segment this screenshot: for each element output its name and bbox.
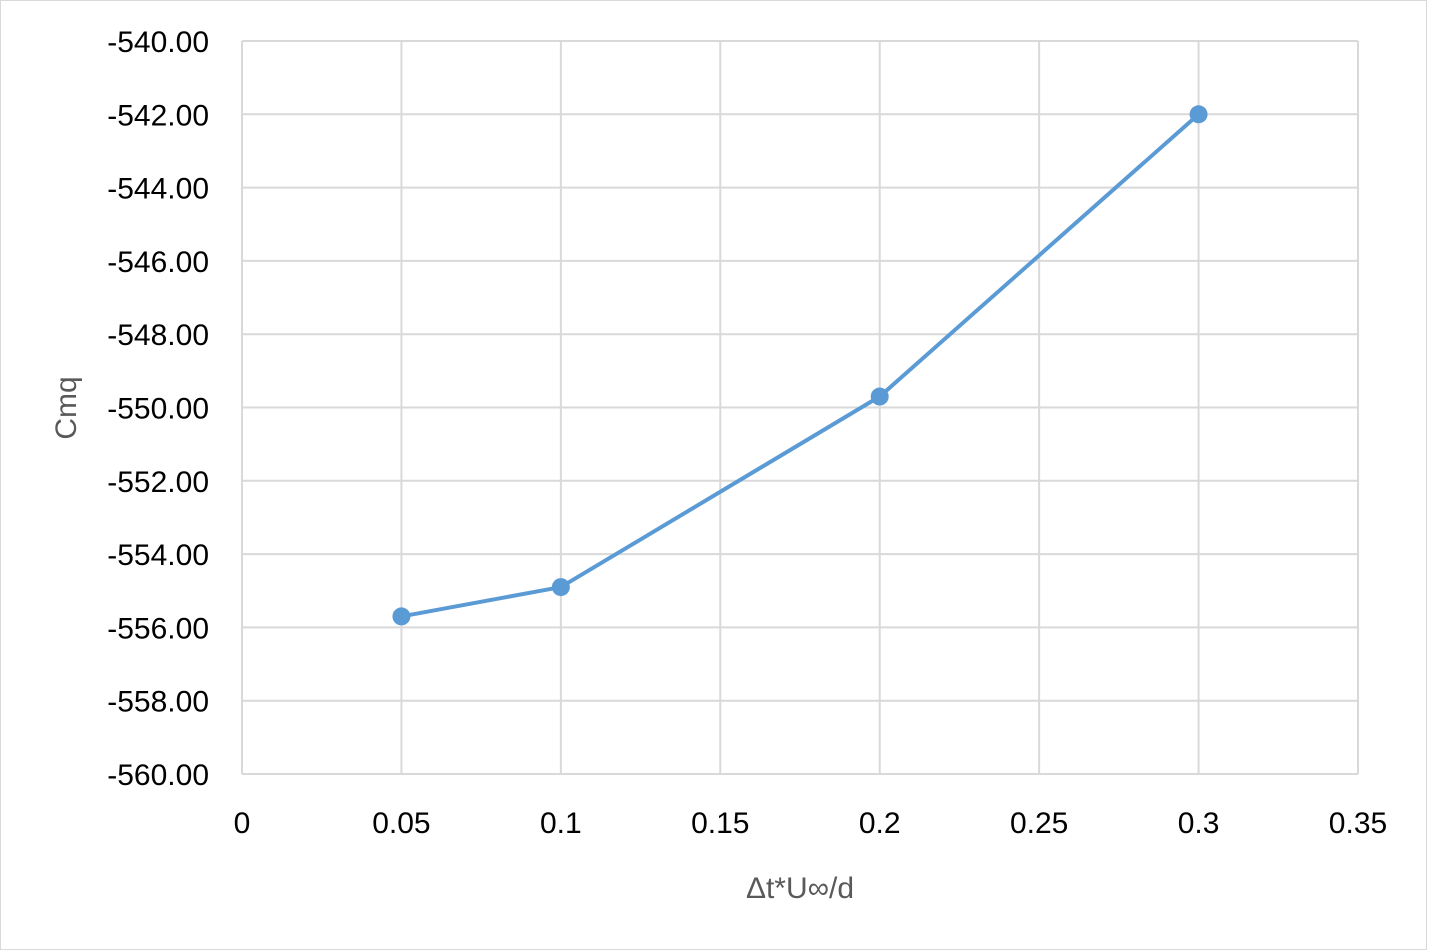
- x-tick-label: 0.25: [1010, 807, 1068, 840]
- y-tick-label: -560.00: [107, 759, 209, 792]
- x-tick-label: 0.15: [691, 807, 749, 840]
- x-tick-label: 0: [234, 807, 251, 840]
- series: [392, 105, 1208, 626]
- y-axis-title: Cmq: [50, 376, 83, 439]
- x-tick-label: 0.35: [1329, 807, 1387, 840]
- y-tick-label: -540.00: [107, 26, 209, 59]
- data-point: [551, 578, 570, 597]
- y-tick-label: -558.00: [107, 686, 209, 719]
- y-tick-label: -552.00: [107, 466, 209, 499]
- x-tick-label: 0.1: [540, 807, 582, 840]
- y-tick-label: -550.00: [107, 393, 209, 426]
- x-tick-label: 0.2: [859, 807, 901, 840]
- x-tick-label: 0.3: [1178, 807, 1220, 840]
- data-point: [1189, 105, 1208, 124]
- y-tick-label: -554.00: [107, 539, 209, 572]
- tick-labels: 0 0.05 0.1 0.15 0.2 0.25 0.3 0.35 -540.00 -542.00…: [107, 26, 1387, 840]
- data-point: [392, 607, 411, 626]
- y-tick-label: -548.00: [107, 319, 209, 352]
- x-tick-label: 0.05: [372, 807, 430, 840]
- y-tick-label: -546.00: [107, 246, 209, 279]
- y-tick-label: -542.00: [107, 99, 209, 132]
- data-point: [870, 387, 889, 406]
- y-tick-label: -544.00: [107, 173, 209, 206]
- series-line: [399, 112, 1201, 619]
- grid: [241, 40, 1359, 775]
- x-axis-title: Δt*U∞/d: [746, 872, 854, 905]
- y-tick-label: -556.00: [107, 612, 209, 645]
